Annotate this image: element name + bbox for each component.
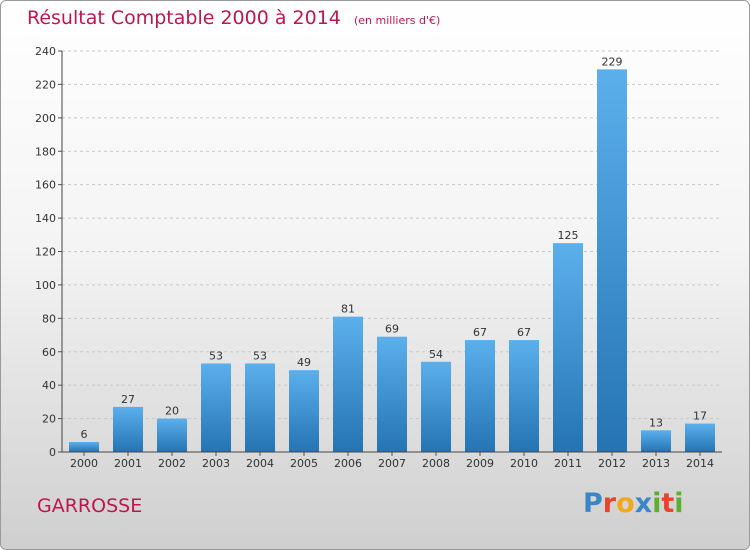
- x-tick-label: 2005: [290, 457, 318, 470]
- bar-2010: [509, 340, 539, 452]
- bar-2001: [113, 406, 143, 452]
- bar-2000: [69, 441, 99, 452]
- x-tick-label: 2013: [642, 457, 670, 470]
- value-label: 49: [297, 356, 311, 369]
- value-label: 67: [517, 326, 531, 339]
- y-tick-label: 180: [35, 145, 56, 158]
- x-tick-label: 2010: [510, 457, 538, 470]
- x-tick-label: 2002: [158, 457, 186, 470]
- x-tick-label: 2008: [422, 457, 450, 470]
- bar-2009: [465, 340, 495, 452]
- x-tick-label: 2001: [114, 457, 142, 470]
- bar-2012: [597, 69, 627, 453]
- value-label: 229: [602, 55, 623, 68]
- value-label: 67: [473, 326, 487, 339]
- value-label: 6: [81, 428, 88, 441]
- x-tick-label: 2009: [466, 457, 494, 470]
- x-tick-label: 2011: [554, 457, 582, 470]
- y-tick-label: 200: [35, 112, 56, 125]
- proxiti-logo: Proxiti: [583, 488, 684, 519]
- y-tick-label: 140: [35, 212, 56, 225]
- unit-note: (en milliers d'€): [353, 14, 441, 27]
- bar-2014: [685, 423, 715, 452]
- x-tick-label: 2007: [378, 457, 406, 470]
- bar-2011: [553, 243, 583, 452]
- value-label: 53: [209, 349, 223, 362]
- value-label: 53: [253, 349, 267, 362]
- chart-title: Résultat Comptable 2000 à 2014: [27, 7, 341, 29]
- bar-2007: [377, 336, 407, 452]
- x-tick-label: 2004: [246, 457, 274, 470]
- bar-2008: [421, 361, 451, 452]
- x-tick-label: 2012: [598, 457, 626, 470]
- place-name: GARROSSE: [37, 495, 143, 517]
- value-label: 69: [385, 323, 399, 336]
- value-label: 27: [121, 393, 135, 406]
- value-label: 54: [429, 348, 443, 361]
- y-tick-label: 60: [42, 346, 56, 359]
- value-label: 13: [649, 416, 663, 429]
- bar-chart: 0204060801001201401601802002202406200027…: [35, 45, 722, 470]
- value-label: 81: [341, 303, 355, 316]
- bar-2013: [641, 430, 671, 452]
- bar-2005: [289, 370, 319, 452]
- bar-2002: [157, 418, 187, 452]
- y-tick-label: 240: [35, 45, 56, 58]
- value-label: 20: [165, 405, 179, 418]
- bar-2003: [201, 363, 231, 452]
- y-tick-label: 120: [35, 246, 56, 259]
- value-label: 17: [693, 410, 707, 423]
- bar-2004: [245, 363, 275, 452]
- y-tick-label: 160: [35, 179, 56, 192]
- y-tick-label: 220: [35, 78, 56, 91]
- x-tick-label: 2006: [334, 457, 362, 470]
- chart-title-block: Résultat Comptable 2000 à 2014 (en milli…: [27, 7, 440, 29]
- x-tick-label: 2000: [70, 457, 98, 470]
- y-tick-label: 80: [42, 312, 56, 325]
- y-tick-label: 0: [49, 446, 56, 459]
- y-tick-label: 20: [42, 413, 56, 426]
- x-tick-label: 2003: [202, 457, 230, 470]
- y-tick-label: 40: [42, 379, 56, 392]
- x-tick-label: 2014: [686, 457, 714, 470]
- value-label: 125: [558, 229, 579, 242]
- y-tick-label: 100: [35, 279, 56, 292]
- bar-2006: [333, 316, 363, 452]
